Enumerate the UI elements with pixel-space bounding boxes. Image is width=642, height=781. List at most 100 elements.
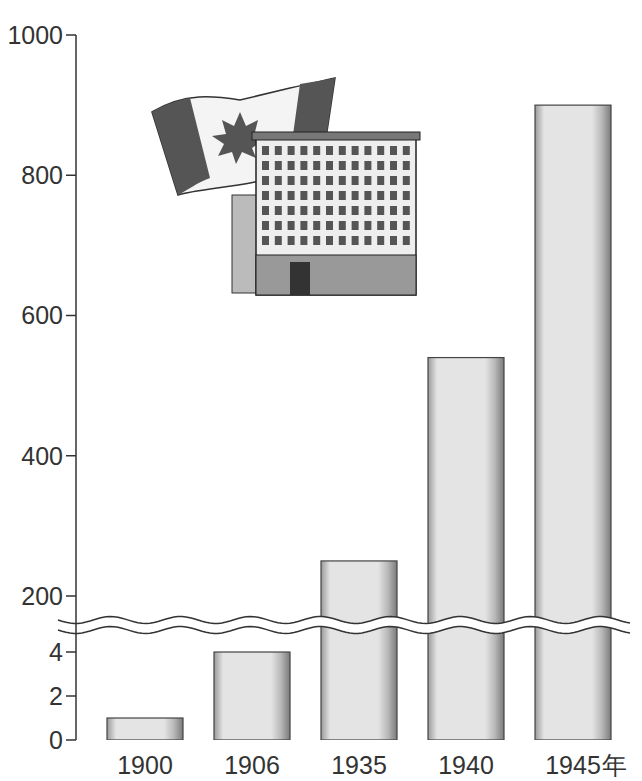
window — [339, 161, 346, 170]
window — [364, 146, 371, 155]
window — [326, 191, 333, 200]
window — [326, 206, 333, 215]
window — [313, 206, 320, 215]
chart: 024200400600800100019001906193519401945年 — [0, 0, 642, 781]
y-tick — [66, 695, 76, 697]
window — [364, 176, 371, 185]
window — [352, 176, 359, 185]
bar — [107, 718, 183, 740]
decor-icon — [152, 78, 420, 295]
window — [262, 206, 269, 215]
window — [326, 221, 333, 230]
window — [262, 221, 269, 230]
window — [339, 221, 346, 230]
y-tick-label: 200 — [21, 582, 63, 610]
y-tick — [66, 651, 76, 653]
window — [352, 221, 359, 230]
window — [364, 236, 371, 245]
window — [313, 191, 320, 200]
break-line — [58, 617, 630, 624]
y-tick — [66, 595, 76, 597]
window — [403, 161, 410, 170]
window — [377, 236, 384, 245]
window — [288, 161, 295, 170]
window — [390, 191, 397, 200]
window — [262, 161, 269, 170]
axis-break — [58, 617, 630, 634]
window — [352, 236, 359, 245]
window — [313, 176, 320, 185]
x-tick-label: 1945 — [545, 751, 601, 779]
window — [275, 221, 282, 230]
window — [390, 161, 397, 170]
window — [262, 191, 269, 200]
window — [313, 161, 320, 170]
x-axis-label: 年 — [602, 751, 627, 779]
y-tick-label: 800 — [21, 161, 63, 189]
window — [403, 191, 410, 200]
building-wing — [232, 195, 258, 293]
window — [390, 236, 397, 245]
window — [390, 206, 397, 215]
window — [288, 236, 295, 245]
door — [290, 262, 310, 295]
bar — [321, 561, 397, 740]
window — [300, 146, 307, 155]
window — [275, 236, 282, 245]
window — [377, 146, 384, 155]
window — [288, 221, 295, 230]
window — [339, 146, 346, 155]
window — [364, 191, 371, 200]
bar — [535, 105, 611, 740]
x-tick-label: 1935 — [331, 751, 387, 779]
y-tick — [66, 739, 76, 741]
window — [377, 191, 384, 200]
window — [262, 146, 269, 155]
window — [262, 236, 269, 245]
window — [313, 221, 320, 230]
break-line — [58, 627, 630, 634]
y-tick — [66, 455, 76, 457]
window — [364, 221, 371, 230]
window — [377, 161, 384, 170]
window — [352, 206, 359, 215]
x-tick-label: 1900 — [117, 751, 173, 779]
y-tick-label: 2 — [49, 682, 63, 710]
window — [288, 146, 295, 155]
y-tick-label: 0 — [49, 726, 63, 754]
window — [352, 146, 359, 155]
window — [352, 191, 359, 200]
y-tick — [66, 175, 76, 177]
y-tick-label: 4 — [49, 638, 63, 666]
window — [326, 146, 333, 155]
y-tick — [66, 34, 76, 36]
bar — [214, 652, 290, 740]
window — [300, 221, 307, 230]
window — [364, 161, 371, 170]
window — [300, 161, 307, 170]
window — [275, 146, 282, 155]
y-tick — [66, 315, 76, 317]
x-tick-label: 1906 — [224, 751, 280, 779]
window — [339, 236, 346, 245]
window — [352, 161, 359, 170]
x-tick-label: 1940 — [438, 751, 494, 779]
window — [403, 236, 410, 245]
window — [403, 221, 410, 230]
window — [313, 236, 320, 245]
window — [288, 206, 295, 215]
window — [300, 206, 307, 215]
window — [377, 206, 384, 215]
window — [377, 221, 384, 230]
bars — [107, 105, 611, 740]
y-tick-label: 400 — [21, 442, 63, 470]
window — [262, 176, 269, 185]
y-axis-line — [75, 35, 77, 740]
window — [300, 191, 307, 200]
window — [326, 176, 333, 185]
window — [326, 161, 333, 170]
bar — [428, 358, 504, 740]
window — [403, 206, 410, 215]
window — [275, 191, 282, 200]
window — [300, 236, 307, 245]
